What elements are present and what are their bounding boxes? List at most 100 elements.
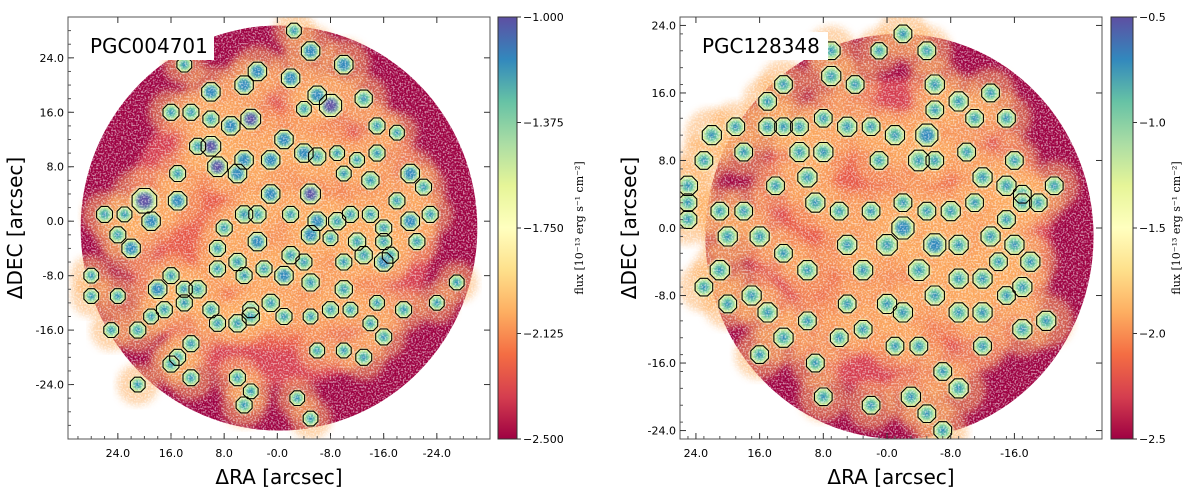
panel-pgc004701: 24.0 16.0 8.0 -0.0 -8.0 -16.0 -24.0 24.0 16.0 8.0… bbox=[3, 11, 586, 489]
region-contour bbox=[981, 83, 1000, 103]
region-contour bbox=[821, 65, 842, 87]
region-contour bbox=[1044, 176, 1064, 196]
region-contour bbox=[280, 68, 301, 89]
x-axis-title: ΔRA [arcsec] bbox=[827, 465, 954, 489]
region-contour bbox=[980, 226, 1001, 247]
y-tick-label: -8.0 bbox=[43, 270, 64, 283]
region-contour bbox=[309, 342, 326, 359]
colorbar-tick-label: −2.0 bbox=[1139, 328, 1166, 341]
colorbar-gradient bbox=[1110, 16, 1134, 440]
region-contour bbox=[972, 167, 993, 188]
flux-map bbox=[680, 17, 1102, 439]
colorbar: −0.5 −1.0 −1.5 −2.0 −2.5 flux [10⁻¹³ erg s⁻¹… bbox=[1110, 11, 1183, 446]
region-contour bbox=[341, 205, 359, 223]
region-contour bbox=[389, 124, 405, 141]
colorbar-tick-label: −1.0 bbox=[1139, 117, 1166, 130]
y-tick-label: -16.0 bbox=[36, 324, 64, 337]
region-contour bbox=[908, 149, 930, 172]
x-tick-label: 8.0 bbox=[215, 447, 233, 460]
x-tick-label: 8.0 bbox=[815, 447, 833, 460]
region-contour bbox=[1012, 276, 1033, 298]
region-contour bbox=[448, 274, 465, 291]
region-contour bbox=[757, 302, 778, 323]
region-contour bbox=[169, 165, 187, 183]
region-contour bbox=[789, 141, 810, 163]
region-contour bbox=[925, 151, 945, 170]
region-contour bbox=[289, 390, 306, 407]
region-contour bbox=[680, 175, 699, 196]
region-contour bbox=[408, 233, 426, 251]
region-contour bbox=[162, 355, 180, 373]
region-contour bbox=[261, 293, 280, 313]
region-contour bbox=[300, 225, 321, 245]
region-contour bbox=[375, 328, 393, 346]
region-contour bbox=[202, 110, 220, 128]
region-contour bbox=[355, 348, 373, 366]
x-tick-label: -8.0 bbox=[940, 447, 961, 460]
y-axis-title: ΔDEC [arcsec] bbox=[3, 157, 27, 299]
x-tick-label: 16.0 bbox=[159, 447, 184, 460]
region-contour bbox=[892, 302, 914, 323]
region-contour bbox=[275, 307, 293, 326]
region-contour bbox=[710, 201, 730, 221]
region-contour bbox=[972, 302, 993, 323]
axis-ticks: 24.0 16.0 8.0 -0.0 -8.0 -16.0 24.0 16.0 8.0 0.0 -8… bbox=[648, 16, 1103, 460]
region-contour bbox=[1020, 251, 1041, 272]
region-contour bbox=[870, 42, 888, 60]
region-contour bbox=[200, 135, 222, 157]
region-contours bbox=[680, 24, 1064, 439]
region-contour bbox=[354, 246, 373, 265]
region-contour bbox=[774, 75, 793, 94]
colorbar-gradient bbox=[497, 16, 518, 440]
region-contour bbox=[121, 238, 141, 259]
y-tick-label: 8.0 bbox=[47, 161, 65, 174]
region-contour bbox=[260, 184, 281, 204]
flux-map bbox=[68, 17, 490, 439]
region-contour bbox=[749, 226, 770, 247]
region-contour bbox=[948, 234, 969, 255]
region-contour bbox=[227, 163, 248, 184]
region-contour bbox=[917, 201, 937, 221]
region-contour bbox=[143, 308, 159, 325]
region-contour bbox=[948, 91, 969, 112]
y-tick-label: 8.0 bbox=[659, 154, 677, 167]
region-contour bbox=[162, 267, 180, 285]
region-contour bbox=[837, 116, 858, 137]
region-contour bbox=[861, 201, 881, 221]
region-contour bbox=[1012, 319, 1033, 340]
region-contour bbox=[853, 319, 873, 339]
region-contour bbox=[329, 145, 346, 162]
region-contour bbox=[884, 125, 906, 146]
x-tick-label: -8.0 bbox=[320, 447, 341, 460]
region-contour bbox=[286, 22, 302, 39]
y-tick-label: -24.0 bbox=[36, 379, 64, 392]
region-contour bbox=[908, 259, 930, 282]
region-contour bbox=[996, 175, 1017, 196]
x-tick-label: 24.0 bbox=[106, 447, 131, 460]
region-contour bbox=[362, 315, 379, 332]
region-contour bbox=[997, 108, 1016, 128]
colorbar-tick-label: −0.5 bbox=[1139, 11, 1166, 24]
region-contour bbox=[322, 230, 339, 247]
region-contour bbox=[940, 201, 961, 222]
colorbar: −1.000 −1.375 −1.750 −2.125 −2.500 flux [10⁻… bbox=[497, 11, 586, 446]
region-contour bbox=[321, 301, 340, 319]
region-contour bbox=[167, 191, 188, 211]
y-tick-label: 16.0 bbox=[652, 87, 677, 100]
region-contour bbox=[221, 116, 241, 136]
region-contour bbox=[718, 294, 738, 314]
region-contour bbox=[83, 288, 100, 304]
region-contour bbox=[965, 193, 984, 213]
region-contour bbox=[900, 386, 922, 407]
colorbar-tick-label: −1.375 bbox=[523, 117, 564, 130]
region-contour bbox=[129, 321, 147, 339]
y-axis-title: ΔDEC [arcsec] bbox=[617, 157, 641, 299]
x-tick-label: -24.0 bbox=[423, 447, 451, 460]
region-contour bbox=[328, 212, 347, 231]
noise-speckle bbox=[680, 17, 1102, 439]
region-contour bbox=[234, 75, 254, 95]
region-contour bbox=[368, 144, 386, 162]
region-contour bbox=[361, 205, 379, 223]
